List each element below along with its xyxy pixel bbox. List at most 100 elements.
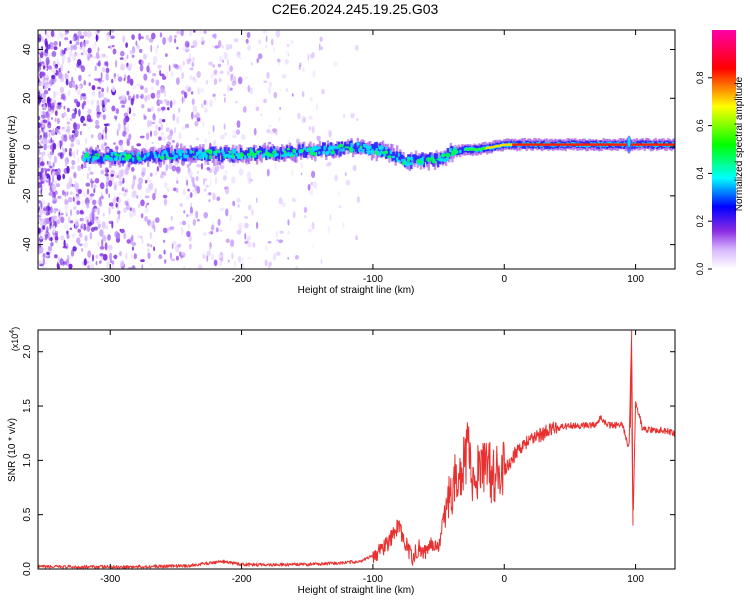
heatmap-cell: [493, 145, 496, 148]
heatmap-cell: [107, 247, 111, 254]
heatmap-cell: [54, 107, 57, 110]
heatmap-cell: [105, 154, 110, 159]
heatmap-cell: [49, 181, 53, 187]
heatmap-cell: [171, 140, 175, 143]
heatmap-cell: [144, 87, 148, 94]
heatmap-cell: [121, 96, 126, 101]
heatmap-cell: [154, 150, 158, 157]
heatmap-cell: [135, 94, 139, 99]
heatmap-cell: [181, 150, 185, 154]
heatmap-cell: [407, 158, 410, 163]
heatmap-cell: [41, 136, 47, 145]
heatmap-cell: [73, 172, 77, 179]
heatmap-cell: [179, 64, 183, 72]
heatmap-cell: [90, 180, 94, 189]
heatmap-cell: [255, 197, 258, 203]
heatmap-cell: [84, 40, 89, 44]
heatmap-cell: [165, 127, 170, 132]
heatmap-cell: [196, 163, 201, 168]
heatmap-cell: [575, 143, 578, 146]
heatmap-cell: [457, 148, 460, 155]
heatmap-cell: [124, 200, 129, 206]
heatmap-cell: [189, 75, 193, 80]
heatmap-cell: [186, 179, 189, 187]
heatmap-cell: [303, 206, 308, 213]
heatmap-cell: [482, 147, 485, 150]
heatmap-cell: [130, 97, 134, 106]
heatmap-cell: [217, 218, 221, 226]
heatmap-cell: [53, 46, 58, 50]
heatmap-cell: [43, 104, 46, 111]
heatmap-cell: [338, 190, 341, 197]
heatmap-cell: [221, 153, 224, 162]
heatmap-cell: [46, 160, 49, 165]
heatmap-cell: [74, 107, 77, 115]
heatmap-cell: [427, 154, 430, 171]
heatmap-cell: [59, 258, 64, 266]
heatmap-cell: [230, 239, 235, 248]
heatmap-cell: [152, 72, 155, 77]
heatmap-cell: [498, 144, 501, 147]
heatmap-cell: [173, 149, 177, 159]
heatmap-cell: [147, 119, 151, 128]
colorbar-tick-label: 0.0: [695, 263, 705, 276]
heatmap-cell: [213, 78, 218, 85]
heatmap-cell: [159, 69, 162, 76]
heatmap-cell: [144, 216, 148, 222]
heatmap-cell: [43, 167, 47, 172]
heatmap-cell: [73, 206, 77, 210]
heatmap-cell: [212, 64, 215, 68]
heatmap-cell: [198, 266, 201, 269]
heatmap-cell: [362, 144, 366, 147]
heatmap-cell: [40, 201, 43, 210]
heatmap-cell: [76, 101, 81, 108]
heatmap-cell: [279, 88, 282, 92]
heatmap-cell: [240, 147, 243, 156]
heatmap-cell: [82, 151, 85, 155]
heatmap-cell: [83, 80, 86, 86]
heatmap-cell: [100, 99, 103, 107]
heatmap-cell: [271, 150, 277, 155]
heatmap-cell: [488, 146, 491, 149]
heatmap-cell: [231, 163, 236, 167]
heatmap-cell: [205, 100, 209, 107]
heatmap-cell: [144, 115, 147, 120]
heatmap-cell: [245, 38, 249, 44]
heatmap-cell: [244, 216, 249, 219]
heatmap-cell: [48, 109, 53, 116]
snr-x-axis-label: Height of straight line (km): [298, 585, 415, 596]
heatmap-cell: [52, 149, 55, 153]
heatmap-cell: [133, 94, 135, 102]
heatmap-cell: [137, 182, 142, 191]
heatmap-cell: [117, 153, 120, 160]
heatmap-cell: [293, 147, 296, 163]
heatmap-cell: [570, 143, 573, 146]
heatmap-cell: [38, 128, 41, 136]
heatmap-cell: [614, 143, 617, 146]
heatmap-cell: [265, 44, 268, 49]
heatmap-cell: [248, 204, 252, 211]
heatmap-cell: [438, 158, 444, 162]
heatmap-cell: [84, 137, 88, 145]
heatmap-cell: [608, 143, 611, 146]
heatmap-cell: [120, 152, 123, 156]
heatmap-cell: [89, 231, 93, 240]
heatmap-cell: [101, 239, 104, 247]
x-tick-label: 0: [501, 274, 507, 285]
heatmap-cell: [70, 134, 75, 143]
heatmap-cell: [231, 148, 237, 154]
heatmap-cell: [112, 48, 117, 55]
heatmap-cell: [162, 227, 168, 234]
heatmap-cell: [243, 265, 246, 269]
heatmap-cell: [301, 67, 306, 72]
heatmap-cell: [617, 143, 620, 146]
heatmap-cell: [218, 150, 221, 153]
heatmap-cell: [90, 153, 93, 161]
heatmap-cell: [71, 160, 76, 166]
heatmap-cell: [655, 143, 658, 146]
heatmap-cell: [243, 151, 246, 159]
heatmap-cell: [602, 143, 605, 146]
heatmap-cell: [77, 35, 80, 42]
colorbar-tick-label: 0.8: [695, 72, 705, 85]
heatmap-cell: [191, 150, 195, 153]
